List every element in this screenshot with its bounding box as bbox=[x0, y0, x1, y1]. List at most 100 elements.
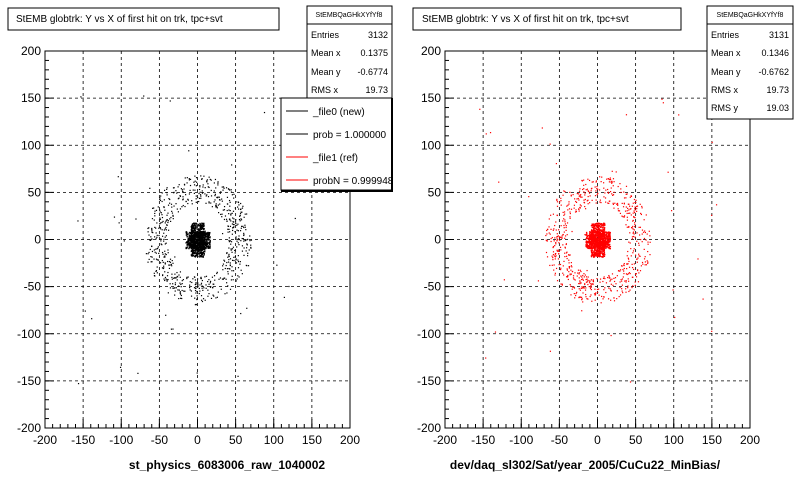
core-point bbox=[195, 236, 197, 239]
data-point bbox=[578, 210, 580, 212]
core-point bbox=[599, 229, 601, 232]
core-point bbox=[608, 247, 610, 250]
data-point bbox=[156, 236, 158, 238]
data-point bbox=[192, 189, 194, 191]
core-point bbox=[593, 246, 596, 248]
data-point bbox=[585, 293, 587, 296]
x-tick-label: 150 bbox=[302, 433, 322, 447]
core-point bbox=[589, 232, 591, 234]
data-point bbox=[566, 205, 568, 207]
data-point bbox=[119, 366, 122, 368]
data-point bbox=[623, 197, 626, 199]
core-point bbox=[592, 247, 594, 249]
data-point bbox=[185, 194, 187, 196]
data-point bbox=[576, 192, 578, 195]
data-point bbox=[582, 278, 584, 280]
data-point bbox=[196, 298, 198, 300]
data-point bbox=[621, 290, 623, 292]
data-point bbox=[184, 290, 186, 292]
core-point bbox=[597, 240, 599, 242]
data-point bbox=[225, 264, 227, 267]
core-point bbox=[603, 255, 606, 258]
core-point bbox=[193, 243, 195, 245]
data-point bbox=[634, 217, 636, 219]
core-point bbox=[196, 228, 198, 230]
data-point bbox=[213, 182, 215, 184]
core-point bbox=[593, 235, 595, 237]
data-point bbox=[584, 192, 586, 194]
data-point bbox=[224, 215, 227, 217]
data-point bbox=[647, 243, 649, 245]
core-point bbox=[190, 229, 193, 231]
data-point bbox=[113, 216, 116, 218]
core-point bbox=[594, 239, 597, 241]
data-point bbox=[633, 229, 636, 231]
stat-value-entries: 3132 bbox=[368, 30, 388, 40]
x-tick-label: 0 bbox=[594, 433, 601, 447]
core-point bbox=[605, 241, 607, 243]
core-point bbox=[198, 245, 200, 248]
data-point bbox=[559, 201, 561, 203]
data-point bbox=[195, 292, 197, 294]
data-point bbox=[641, 241, 643, 243]
data-point bbox=[233, 256, 235, 258]
data-point bbox=[561, 235, 563, 237]
data-point bbox=[223, 187, 225, 189]
data-point bbox=[236, 229, 238, 231]
data-point bbox=[209, 286, 212, 288]
data-point bbox=[590, 286, 592, 288]
core-point bbox=[200, 234, 203, 237]
data-point bbox=[151, 245, 153, 247]
legend-label-probn: probN = 0.999948 bbox=[313, 176, 394, 187]
data-point bbox=[548, 232, 550, 234]
core-point bbox=[185, 246, 187, 249]
data-point bbox=[594, 195, 597, 197]
data-point bbox=[162, 220, 164, 223]
core-point bbox=[594, 243, 596, 245]
data-point bbox=[183, 290, 185, 292]
data-point bbox=[203, 175, 205, 177]
data-point bbox=[162, 261, 164, 263]
data-point bbox=[240, 208, 242, 210]
data-point bbox=[232, 270, 235, 272]
core-point bbox=[601, 223, 603, 225]
data-point bbox=[633, 233, 635, 235]
core-point bbox=[598, 246, 600, 248]
core-point bbox=[208, 233, 210, 236]
core-point bbox=[188, 244, 190, 246]
data-point bbox=[662, 102, 664, 104]
data-point bbox=[165, 220, 167, 222]
core-point bbox=[202, 245, 204, 247]
data-point bbox=[177, 186, 179, 188]
data-point bbox=[243, 234, 245, 236]
data-point bbox=[649, 235, 651, 237]
data-point bbox=[556, 249, 558, 251]
core-point bbox=[600, 248, 603, 250]
data-point bbox=[246, 307, 248, 309]
data-point bbox=[198, 188, 201, 191]
stat-value-rms-y: 19.03 bbox=[766, 103, 789, 113]
data-point bbox=[584, 234, 586, 236]
data-point bbox=[177, 289, 179, 291]
data-point bbox=[207, 295, 209, 297]
data-point bbox=[166, 192, 168, 194]
data-point bbox=[170, 263, 172, 265]
data-point bbox=[194, 175, 196, 177]
data-point bbox=[245, 264, 247, 267]
core-point bbox=[196, 246, 199, 249]
data-point bbox=[228, 267, 230, 270]
data-point bbox=[596, 185, 598, 188]
data-point bbox=[562, 220, 564, 222]
data-point bbox=[156, 259, 158, 261]
core-point bbox=[195, 224, 197, 227]
core-point bbox=[185, 242, 187, 244]
stats-header: StEMBQaGHkXYfYf8 bbox=[717, 12, 784, 19]
data-point bbox=[155, 232, 157, 234]
core-point bbox=[193, 224, 196, 226]
data-point bbox=[201, 300, 204, 303]
data-point bbox=[644, 231, 646, 234]
data-point bbox=[150, 255, 152, 258]
title-box bbox=[7, 7, 280, 31]
core-point bbox=[205, 232, 208, 234]
data-point bbox=[556, 198, 558, 201]
